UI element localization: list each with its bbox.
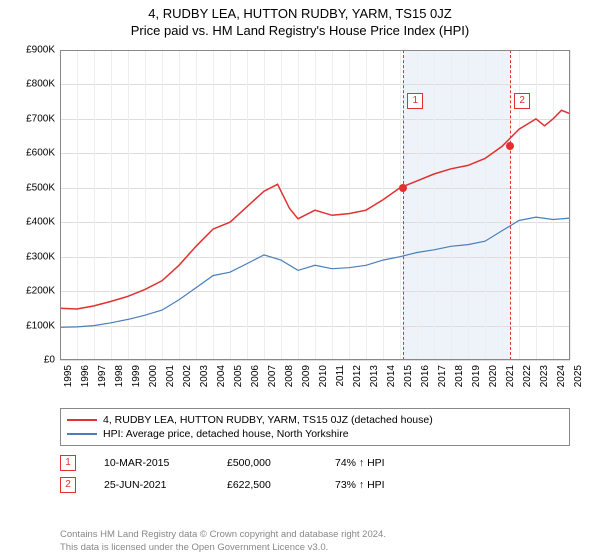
y-tick-label: £700K xyxy=(26,113,55,124)
transaction-price: £622,500 xyxy=(227,479,307,491)
legend-swatch xyxy=(67,433,97,435)
chart-lines xyxy=(60,50,570,360)
x-tick-label: 2012 xyxy=(352,365,363,387)
x-tick-label: 2002 xyxy=(182,365,193,387)
x-tick-label: 2007 xyxy=(267,365,278,387)
transaction-row: 2 25-JUN-2021 £622,500 73% ↑ HPI xyxy=(60,474,570,496)
y-tick-label: £300K xyxy=(26,251,55,262)
legend-label: 4, RUDBY LEA, HUTTON RUDBY, YARM, TS15 0… xyxy=(103,414,433,426)
x-tick-label: 2011 xyxy=(335,365,346,387)
x-tick-label: 2022 xyxy=(522,365,533,387)
x-tick-label: 2000 xyxy=(148,365,159,387)
x-tick-label: 2009 xyxy=(301,365,312,387)
footer: Contains HM Land Registry data © Crown c… xyxy=(60,529,570,554)
legend-label: HPI: Average price, detached house, Nort… xyxy=(103,428,349,440)
x-tick-label: 2006 xyxy=(250,365,261,387)
x-tick-label: 2001 xyxy=(165,365,176,387)
title-line2: Price paid vs. HM Land Registry's House … xyxy=(0,23,600,38)
x-tick-label: 2018 xyxy=(454,365,465,387)
legend-item: HPI: Average price, detached house, Nort… xyxy=(67,427,563,441)
grid-line-vertical xyxy=(570,50,571,360)
x-tick-label: 2016 xyxy=(420,365,431,387)
x-tick-label: 2013 xyxy=(369,365,380,387)
footer-line2: This data is licensed under the Open Gov… xyxy=(60,542,570,554)
y-tick-label: £500K xyxy=(26,182,55,193)
x-tick-label: 2003 xyxy=(199,365,210,387)
transaction-marker-icon: 1 xyxy=(60,455,76,471)
grid-line-horizontal xyxy=(60,360,570,361)
y-tick-label: £0 xyxy=(44,355,55,366)
x-tick-label: 1997 xyxy=(97,365,108,387)
transaction-price: £500,000 xyxy=(227,457,307,469)
title-line1: 4, RUDBY LEA, HUTTON RUDBY, YARM, TS15 0… xyxy=(0,6,600,21)
y-tick-label: £800K xyxy=(26,79,55,90)
x-tick-label: 1996 xyxy=(80,365,91,387)
legend: 4, RUDBY LEA, HUTTON RUDBY, YARM, TS15 0… xyxy=(60,408,570,446)
chart-container: 4, RUDBY LEA, HUTTON RUDBY, YARM, TS15 0… xyxy=(0,0,600,560)
legend-item: 4, RUDBY LEA, HUTTON RUDBY, YARM, TS15 0… xyxy=(67,413,563,427)
x-tick-label: 2021 xyxy=(505,365,516,387)
transaction-pct: 74% ↑ HPI xyxy=(335,457,415,469)
y-tick-label: £100K xyxy=(26,320,55,331)
transaction-date: 10-MAR-2015 xyxy=(104,457,199,469)
y-tick-label: £400K xyxy=(26,217,55,228)
x-tick-label: 2017 xyxy=(437,365,448,387)
y-tick-label: £200K xyxy=(26,286,55,297)
x-tick-label: 2023 xyxy=(539,365,550,387)
x-tick-label: 2020 xyxy=(488,365,499,387)
transaction-row: 1 10-MAR-2015 £500,000 74% ↑ HPI xyxy=(60,452,570,474)
x-tick-label: 2010 xyxy=(318,365,329,387)
y-tick-label: £900K xyxy=(26,45,55,56)
chart-plot-area: £0£100K£200K£300K£400K£500K£600K£700K£80… xyxy=(60,50,570,360)
title-block: 4, RUDBY LEA, HUTTON RUDBY, YARM, TS15 0… xyxy=(0,0,600,38)
x-tick-label: 2004 xyxy=(216,365,227,387)
x-tick-label: 1995 xyxy=(63,365,74,387)
legend-swatch xyxy=(67,419,97,421)
footer-line1: Contains HM Land Registry data © Crown c… xyxy=(60,529,570,541)
x-tick-label: 2025 xyxy=(573,365,584,387)
transaction-pct: 73% ↑ HPI xyxy=(335,479,415,491)
transactions-table: 1 10-MAR-2015 £500,000 74% ↑ HPI 2 25-JUN-202… xyxy=(60,452,570,496)
series-hpi xyxy=(60,217,570,327)
x-tick-label: 2008 xyxy=(284,365,295,387)
x-tick-label: 2019 xyxy=(471,365,482,387)
x-tick-label: 1999 xyxy=(131,365,142,387)
x-tick-label: 1998 xyxy=(114,365,125,387)
x-tick-label: 2024 xyxy=(556,365,567,387)
x-tick-label: 2015 xyxy=(403,365,414,387)
transaction-marker-icon: 2 xyxy=(60,477,76,493)
x-tick-label: 2014 xyxy=(386,365,397,387)
transaction-date: 25-JUN-2021 xyxy=(104,479,199,491)
y-tick-label: £600K xyxy=(26,148,55,159)
x-tick-label: 2005 xyxy=(233,365,244,387)
series-property xyxy=(60,110,570,309)
